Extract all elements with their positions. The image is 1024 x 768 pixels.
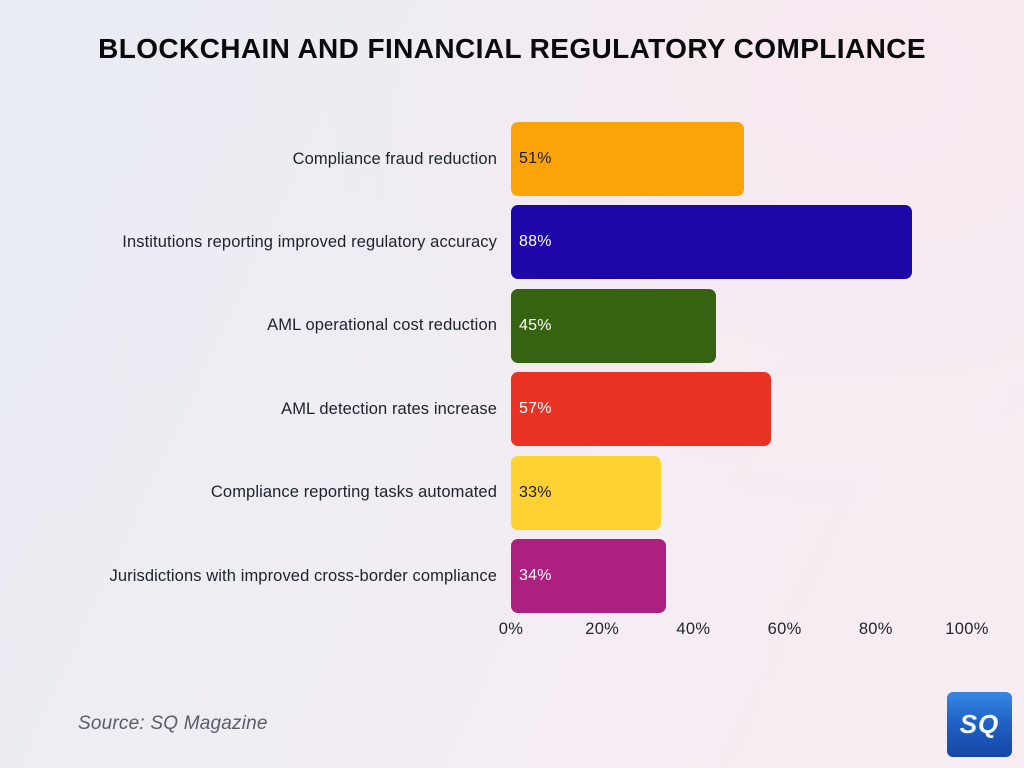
bar-value-label: 34% [519,567,552,584]
bar: 34% [511,539,667,613]
x-axis-tick-label: 80% [858,620,893,638]
bar-value-label: 57% [519,400,552,418]
x-axis-tick-label: 60% [767,620,802,638]
bar-value-label: 33% [519,483,552,501]
x-axis: 0% 20% 40% 60% 80% 100% [0,620,1024,644]
bar-value-label: 51% [519,150,552,167]
chart-title: BLOCKCHAIN AND FINANCIAL REGULATORY COMP… [98,33,926,64]
category-label: Compliance fraud reduction [292,149,497,168]
chart-row: Compliance fraud reduction 51% [0,122,1024,196]
x-axis-tick-label: 0% [498,620,524,638]
chart-row: Jurisdictions with improved cross-border… [0,539,1024,613]
category-label: Compliance reporting tasks automated [210,483,497,502]
bar-value-label: 88% [519,233,552,251]
bar: 33% [511,455,662,530]
x-axis-tick-label: 100% [945,620,989,638]
bar: 57% [511,372,771,447]
chart-row: AML detection rates increase 57% [0,372,1024,447]
category-label: Jurisdictions with improved cross-border… [109,566,497,585]
chart-row: Compliance reporting tasks automated 33% [0,455,1024,530]
sq-magazine-logo: SQ [947,692,1012,757]
bar-value-label: 45% [519,316,552,334]
category-label: AML detection rates increase [281,399,497,418]
chart-row: Institutions reporting improved regulato… [0,205,1024,280]
chart-row: AML operational cost reduction 45% [0,288,1024,363]
x-axis-tick-label: 40% [676,620,711,638]
x-axis-tick-label: 20% [585,620,620,638]
category-label: AML operational cost reduction [267,316,497,335]
bar: 51% [511,122,744,196]
source-note: Source: SQ Magazine [78,713,268,734]
category-label: Institutions reporting improved regulato… [122,232,497,251]
bar: 88% [511,205,913,280]
bar: 45% [511,288,717,363]
